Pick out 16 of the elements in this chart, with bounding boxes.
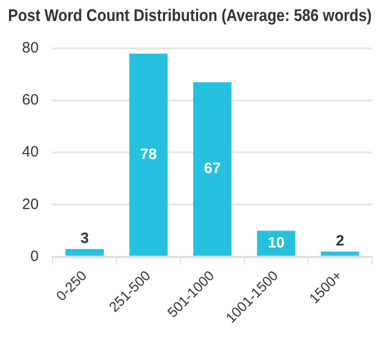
bar: [193, 82, 232, 256]
y-tick-label: 80: [22, 40, 39, 57]
data-label: 10: [268, 234, 285, 252]
data-label: 78: [140, 146, 157, 163]
y-tick-label: 60: [22, 92, 39, 109]
bar: [257, 230, 296, 256]
bar: [320, 252, 360, 256]
data-label: 2: [336, 232, 344, 250]
data-label: 67: [204, 160, 221, 178]
data-label: 3: [80, 230, 89, 248]
bar: [129, 54, 168, 256]
bar: [65, 248, 104, 256]
chart-title: Post Word Count Distribution (Average: 586 words): [8, 7, 372, 26]
y-tick-label: 40: [22, 144, 39, 161]
y-tick-label: 20: [22, 196, 39, 213]
y-tick-label: 0: [30, 248, 39, 265]
